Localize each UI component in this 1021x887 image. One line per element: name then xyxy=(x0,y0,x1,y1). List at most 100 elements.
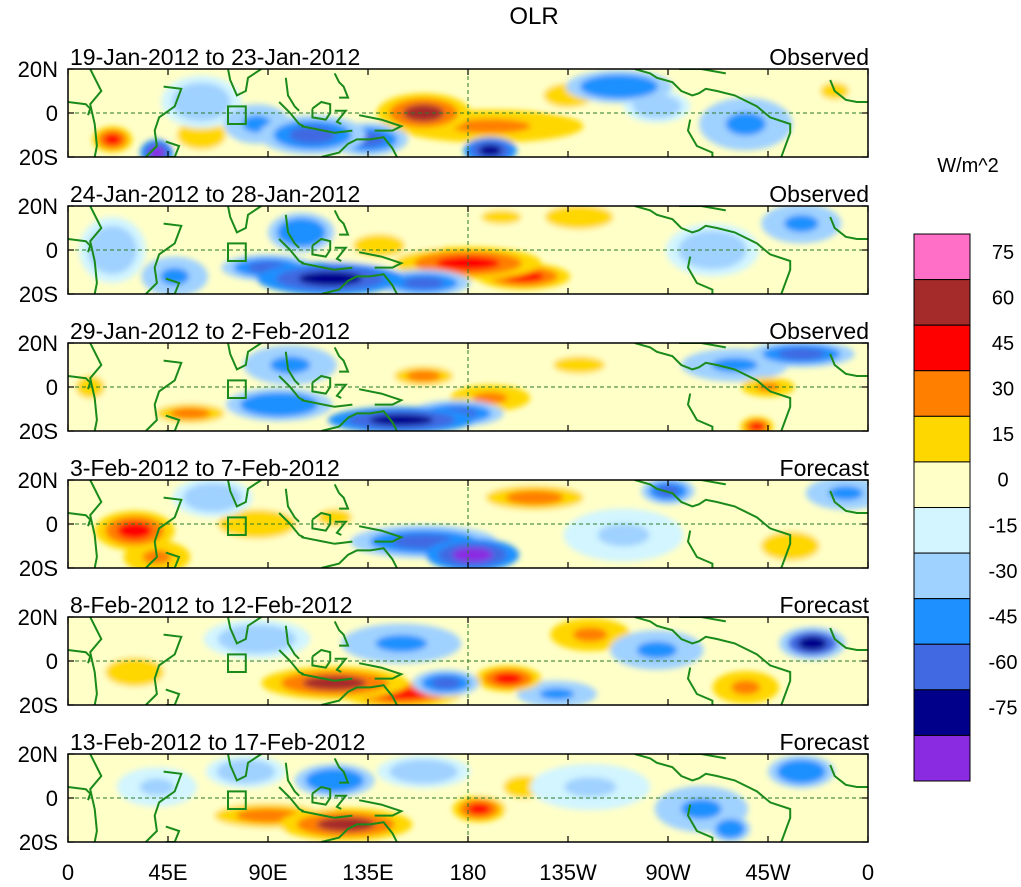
anomaly-core xyxy=(711,357,758,373)
coastline xyxy=(358,251,404,269)
coastline xyxy=(284,762,300,797)
coastline xyxy=(679,343,726,349)
coastline xyxy=(145,496,183,568)
anomaly-core xyxy=(403,764,444,779)
map-panel: 20N 0 20S 3-Feb-2012 to 7-Feb-2012 Forecast xyxy=(18,455,870,581)
colorbar-label: 0 xyxy=(997,470,1008,492)
panels-group: 20N 0 20S 19-Jan-2012 to 23-Jan-2012 Observe… xyxy=(18,44,870,855)
coastline xyxy=(634,617,792,705)
coastline xyxy=(278,512,305,539)
anomaly-core xyxy=(572,627,608,642)
colorbar-label: -30 xyxy=(989,561,1018,583)
y-tick-label: 20S xyxy=(19,282,58,307)
anomaly-core xyxy=(539,688,575,700)
coastline xyxy=(89,343,103,431)
coastline xyxy=(301,810,353,819)
anomaly-core xyxy=(270,356,311,374)
coastline xyxy=(829,764,868,788)
maldives-box xyxy=(227,516,247,537)
panel-kind-label: Forecast xyxy=(780,592,870,618)
colorbar-label: 30 xyxy=(992,379,1014,401)
maldives-box xyxy=(227,105,247,126)
map-panel: 20N 0 20S 24-Jan-2012 to 28-Jan-2012 Observe… xyxy=(18,181,869,307)
x-tick-label: 135W xyxy=(539,860,597,885)
anomaly-core xyxy=(725,112,766,136)
coastline xyxy=(358,799,404,817)
anomaly-core xyxy=(316,817,375,832)
panel-kind-label: Forecast xyxy=(780,455,870,481)
y-tick-label: 20N xyxy=(18,57,58,82)
colorbar-swatch xyxy=(913,598,971,645)
y-tick-label: 20S xyxy=(19,830,58,855)
colorbar-label: -45 xyxy=(989,606,1018,628)
x-tick-label: 45W xyxy=(745,860,790,885)
x-tick-label: 0 xyxy=(62,860,74,885)
coastline xyxy=(165,414,181,431)
coastline xyxy=(301,125,353,134)
coastline xyxy=(89,617,103,705)
panel-period-label: 29-Jan-2012 to 2-Feb-2012 xyxy=(70,318,350,344)
panel-period-label: 24-Jan-2012 to 28-Jan-2012 xyxy=(70,181,360,207)
maldives-box xyxy=(227,790,247,811)
coastline xyxy=(227,206,262,234)
y-tick-label: 20S xyxy=(19,419,58,444)
anomaly-core xyxy=(493,672,523,685)
anomaly-core xyxy=(749,422,765,431)
y-tick-label: 20N xyxy=(18,194,58,219)
y-tick-label: 20N xyxy=(18,605,58,630)
panel-kind-label: Observed xyxy=(769,181,869,207)
coastline xyxy=(679,69,726,75)
anomaly-core xyxy=(553,356,606,374)
anomaly-core xyxy=(117,663,152,681)
anomaly-core xyxy=(139,778,175,796)
map-panel: 20N 0 20S 13-Feb-2012 to 17-Feb-2012 Forecas… xyxy=(18,729,870,855)
y-tick-label: 0 xyxy=(46,786,58,811)
coastline xyxy=(301,536,353,545)
colorbar-label: 45 xyxy=(992,333,1014,355)
coastline xyxy=(145,222,183,294)
colorbar-swatch xyxy=(913,552,971,600)
panel-period-label: 8-Feb-2012 to 12-Feb-2012 xyxy=(70,592,353,618)
anomaly-core xyxy=(784,215,819,233)
map-panel: 20N 0 20S 19-Jan-2012 to 23-Jan-2012 Observe… xyxy=(18,44,869,170)
coastline xyxy=(334,109,348,125)
coastline xyxy=(321,821,398,842)
coastline xyxy=(321,136,398,157)
colorbar-swatch xyxy=(913,689,971,736)
coastline xyxy=(68,786,92,801)
anomaly-core xyxy=(256,397,303,412)
coastline xyxy=(634,69,792,157)
anomaly-core xyxy=(564,776,617,798)
y-tick-label: 20S xyxy=(19,556,58,581)
maldives-box xyxy=(227,379,247,399)
anomaly-core xyxy=(798,636,827,651)
colorbar-swatch xyxy=(913,461,971,508)
anomaly-core xyxy=(597,523,650,547)
x-tick-label: 135E xyxy=(342,860,393,885)
coastline xyxy=(68,238,92,253)
y-tick-label: 0 xyxy=(46,649,58,674)
coastline xyxy=(686,256,714,294)
anomaly-core xyxy=(721,823,739,835)
anomaly-core xyxy=(431,677,461,689)
panel-period-label: 19-Jan-2012 to 23-Jan-2012 xyxy=(70,44,360,70)
coastline xyxy=(679,754,726,760)
coastline xyxy=(284,488,300,523)
x-tick-label: 90E xyxy=(248,860,287,885)
map-panel: 20N 0 20S 8-Feb-2012 to 12-Feb-2012 Forecast xyxy=(18,592,870,718)
coastline xyxy=(634,754,792,842)
anomaly-core xyxy=(406,370,441,382)
coastline xyxy=(333,620,350,647)
coastline xyxy=(829,490,868,514)
coastline xyxy=(333,72,350,99)
anomaly-core xyxy=(642,99,672,114)
coastline xyxy=(333,346,350,373)
coastline xyxy=(165,688,181,705)
coastline xyxy=(829,353,868,377)
coastline xyxy=(278,101,305,128)
coastline xyxy=(145,633,183,705)
coastline xyxy=(358,114,404,132)
colorbar-label: -75 xyxy=(989,698,1018,720)
maldives-box xyxy=(227,653,247,674)
anomaly-core xyxy=(786,764,816,779)
